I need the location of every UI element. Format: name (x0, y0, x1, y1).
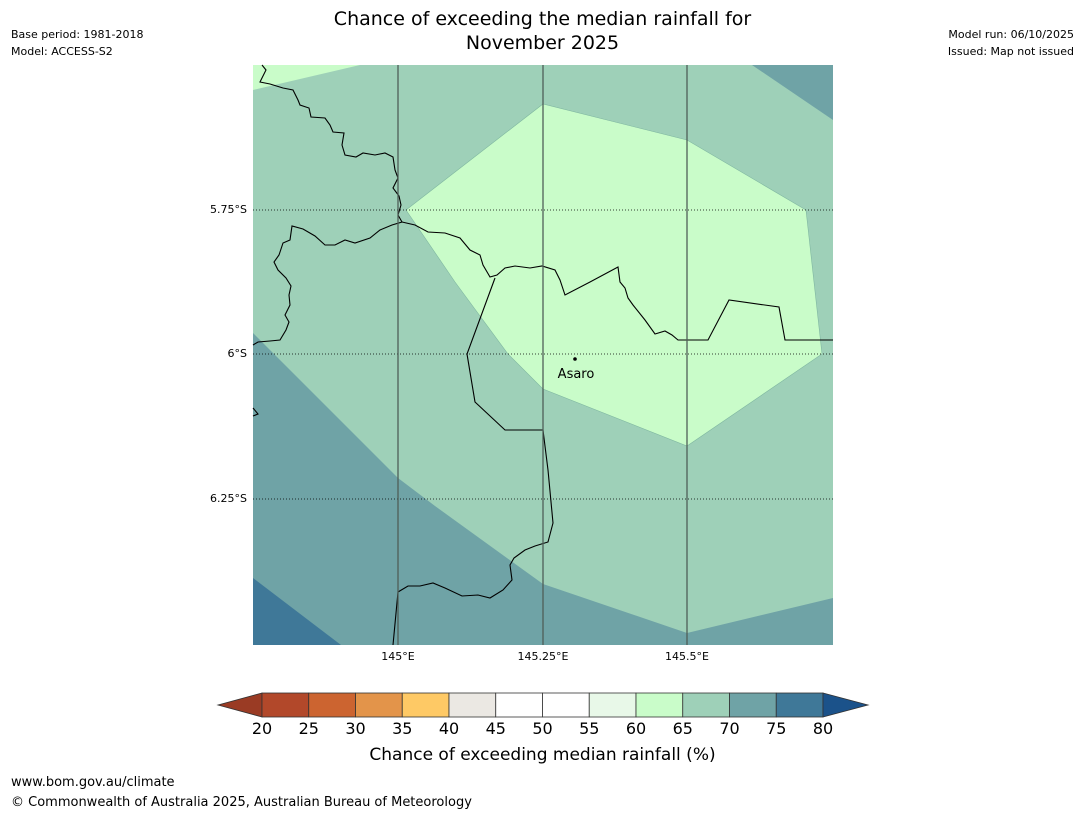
colorbar-tick-label: 55 (579, 719, 600, 738)
footer-copyright: © Commonwealth of Australia 2025, Austra… (11, 795, 472, 810)
lat-label-5-75s: 5.75°S (210, 203, 247, 216)
meta-left: Base period: 1981-2018 Model: ACCESS-S2 (11, 26, 143, 60)
colorbar-segment (448, 692, 497, 718)
colorbar-over-arrow (822, 692, 870, 718)
colorbar-segment (401, 692, 450, 718)
boundary-central-north (401, 221, 833, 341)
lon-label-145e: 145°E (381, 650, 415, 663)
boundary-west (252, 64, 403, 346)
colorbar-tick-label: 60 (625, 719, 647, 738)
colorbar-segment (261, 692, 310, 718)
title-line-2: November 2025 (465, 32, 620, 54)
colorbar-tick-label: 30 (345, 719, 366, 738)
colorbar-tick-label: 25 (298, 719, 319, 738)
boundary-west-fragment (252, 407, 259, 417)
issued-status: Issued: Map not issued (947, 45, 1074, 58)
colorbar-segment (635, 692, 684, 718)
colorbar-tick-label: 80 (812, 719, 834, 738)
colorbar-tick-label: 70 (719, 719, 740, 738)
colorbar-segment (495, 692, 543, 718)
colorbar-segment (542, 692, 590, 718)
boundary-central-south (392, 277, 554, 646)
graticule (253, 65, 833, 645)
boundary-lines (252, 64, 833, 646)
lat-label-6s: 6°S (227, 347, 247, 360)
asaro-label: Asaro (558, 367, 595, 382)
colorbar (216, 692, 870, 718)
colorbar-segment (682, 692, 730, 718)
lat-label-6-25s: 6.25°S (210, 492, 247, 505)
map-title: Chance of exceeding the median rainfall … (0, 7, 1085, 55)
lon-label-145-25e: 145.25°E (517, 650, 569, 663)
colorbar-label: Chance of exceeding median rainfall (%) (369, 745, 716, 765)
zone-75-80-south-west (253, 578, 341, 645)
colorbar-tick-label: 45 (485, 719, 506, 738)
colorbar-tick-label: 20 (251, 719, 273, 738)
colorbar-under-arrow (216, 692, 263, 718)
colorbar-segment (588, 692, 637, 718)
footer-url[interactable]: www.bom.gov.au/climate (11, 775, 175, 790)
colorbar-tick-label: 75 (766, 719, 787, 738)
colorbar-tick-label: 65 (672, 719, 693, 738)
meta-right: Model run: 06/10/2025 Issued: Map not is… (948, 26, 1074, 60)
zone-60-65-north-corner (253, 65, 360, 90)
colorbar-segment (729, 692, 777, 718)
zone-70-75-north-east (752, 65, 833, 120)
lon-label-145-5e: 145.5°E (665, 650, 709, 663)
colorbar-tick-label: 40 (438, 719, 460, 738)
base-period: Base period: 1981-2018 (11, 28, 144, 41)
colorbar-segment (775, 692, 824, 718)
colorbar-segments (261, 692, 824, 718)
colorbar-segment (308, 692, 356, 718)
colorbar-tick-label: 35 (392, 719, 413, 738)
colorbar-segment (355, 692, 403, 718)
zone-60-65-central (405, 103, 823, 447)
asaro-location-dot (573, 357, 577, 361)
model-name: Model: ACCESS-S2 (11, 45, 113, 58)
colorbar-tick-label: 50 (532, 719, 553, 738)
model-run: Model run: 06/10/2025 (948, 28, 1074, 41)
title-line-1: Chance of exceeding the median rainfall … (333, 8, 752, 30)
